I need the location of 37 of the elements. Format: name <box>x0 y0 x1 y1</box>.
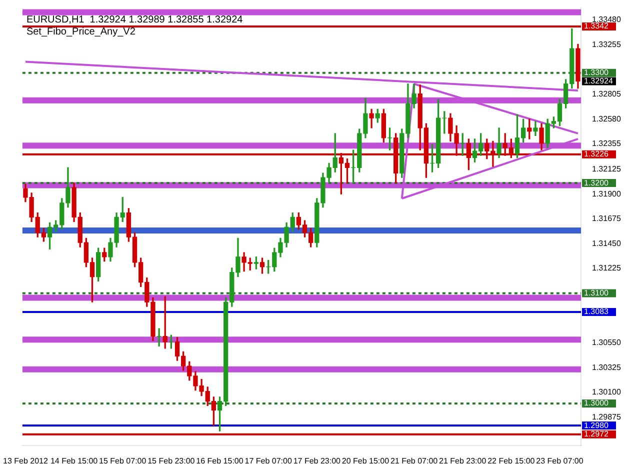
ref-line-label: 1.2980 <box>584 420 610 430</box>
x-tick-label: 21 Feb 07:00 <box>390 456 438 466</box>
x-tick-label: 22 Feb 15:00 <box>488 456 536 466</box>
ref-line-label: 1.3200 <box>584 178 610 188</box>
x-tick-label: 17 Feb 23:00 <box>293 456 342 466</box>
x-tick-label: 13 Feb 2012 <box>3 456 48 466</box>
x-tick-label: 20 Feb 15:00 <box>342 456 390 466</box>
y-tick-label: 1.29875 <box>592 412 622 422</box>
text: EURUSD,H1 1.32924 1.32989 1.32855 1.32924 <box>26 14 244 26</box>
ref-line-label: 1.3000 <box>584 398 610 408</box>
x-tick-label: 16 Feb 15:00 <box>196 456 244 466</box>
ref-line-label: 1.3342 <box>584 22 610 31</box>
x-tick-label: 17 Feb 07:00 <box>244 456 292 466</box>
text: 1.32924 <box>584 76 614 86</box>
ref-line-label: 1.2972 <box>584 430 610 439</box>
y-tick-label: 1.31675 <box>592 214 622 224</box>
y-tick-label: 1.32580 <box>592 114 622 124</box>
y-tick-label: 1.32125 <box>592 164 622 174</box>
ref-line-label: 1.3300 <box>584 68 610 78</box>
ref-line-label: 1.3083 <box>584 307 610 316</box>
ref-line-label: 1.3100 <box>584 288 610 298</box>
y-tick-label: 1.31225 <box>592 264 622 273</box>
x-tick-label: 15 Feb 07:00 <box>99 456 147 466</box>
y-tick-label: 1.30550 <box>592 338 622 348</box>
x-tick-label: 21 Feb 23:00 <box>439 456 487 466</box>
x-tick-label: 14 Feb 15:00 <box>50 456 98 466</box>
y-tick-label: 1.32355 <box>592 139 622 148</box>
ref-line-label: 1.3226 <box>584 150 610 159</box>
y-tick-label: 1.30100 <box>592 388 622 397</box>
y-tick-label: 1.30325 <box>592 362 622 372</box>
x-tick-label: 23 Feb 07:00 <box>536 456 584 466</box>
y-tick-label: 1.31450 <box>592 238 622 248</box>
text: Set_Fibo_Price_Any_V2 <box>26 26 136 38</box>
x-tick-label: 15 Feb 23:00 <box>148 456 196 466</box>
y-tick-label: 1.33255 <box>592 40 622 49</box>
y-tick-label: 1.31900 <box>592 189 622 198</box>
y-tick-label: 1.32805 <box>592 90 622 99</box>
